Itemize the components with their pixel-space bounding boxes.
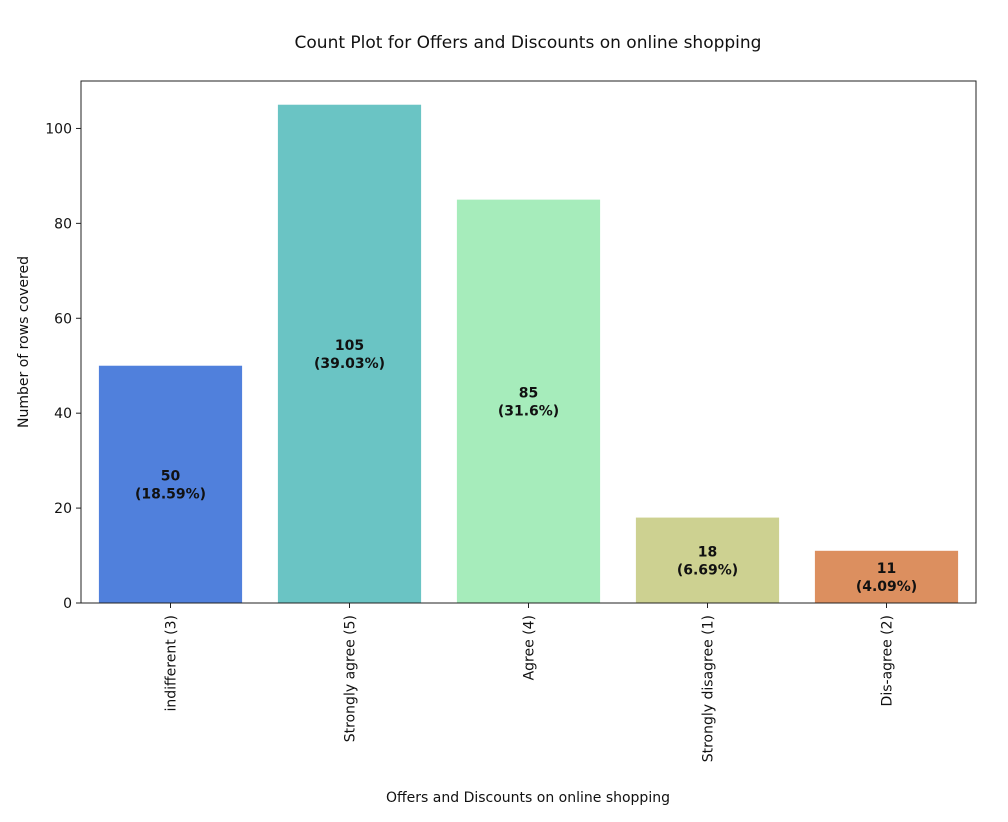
bar	[814, 550, 959, 603]
bar-value-label: 50	[161, 468, 181, 484]
bar-percent-label: (39.03%)	[314, 356, 385, 372]
bars-layer	[98, 104, 959, 604]
bar-percent-label: (31.6%)	[498, 403, 559, 419]
bar	[635, 517, 780, 603]
y-tick-label: 40	[54, 406, 72, 422]
bar-value-label: 18	[698, 544, 717, 560]
x-tick-label: indifferent (3)	[164, 615, 180, 712]
x-tick-label: Strongly disagree (1)	[701, 615, 717, 762]
chart-title: Count Plot for Offers and Discounts on o…	[295, 33, 762, 53]
y-axis-label: Number of rows covered	[16, 256, 32, 428]
y-tick-label: 80	[54, 216, 72, 232]
bar-value-label: 85	[519, 385, 538, 401]
y-axis: 0 20 40 60 80 100	[45, 121, 81, 612]
bar-percent-label: (6.69%)	[677, 562, 738, 578]
bar-labels-layer: 50 (18.59%) 105 (39.03%) 85 (31.6%) 18 (6.69%) 1…	[135, 338, 917, 595]
bar-percent-label: (4.09%)	[856, 579, 917, 595]
y-tick-label: 100	[45, 121, 72, 137]
bar-percent-label: (18.59%)	[135, 486, 206, 502]
y-tick-label: 0	[63, 596, 72, 612]
x-axis: indifferent (3) Strongly agree (5) Agree (…	[164, 603, 896, 762]
y-tick-label: 20	[54, 501, 72, 517]
bar-value-label: 11	[877, 561, 896, 577]
bar	[277, 104, 422, 604]
x-tick-label: Agree (4)	[522, 615, 538, 680]
bar-value-label: 105	[335, 338, 364, 354]
bar	[98, 365, 243, 603]
y-tick-label: 60	[54, 311, 72, 327]
x-tick-label: Dis-agree (2)	[880, 615, 896, 706]
bar	[456, 199, 601, 604]
x-axis-label: Offers and Discounts on online shopping	[386, 790, 670, 806]
x-tick-label: Strongly agree (5)	[343, 615, 359, 742]
